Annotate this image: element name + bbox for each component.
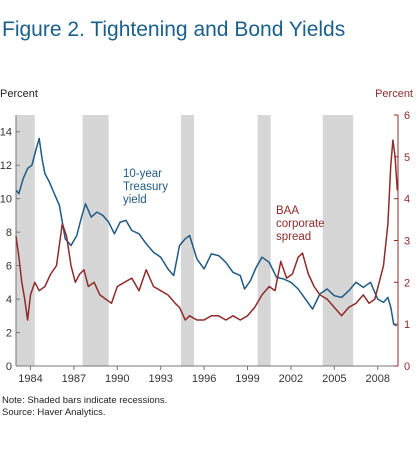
right-axis-title: Percent bbox=[375, 88, 413, 100]
left-tick-label: 6 bbox=[6, 261, 12, 273]
recession-bar bbox=[16, 115, 35, 366]
right-tick-label: 4 bbox=[404, 194, 410, 206]
right-tick-label: 0 bbox=[404, 361, 410, 373]
left-tick-label: 8 bbox=[6, 227, 12, 239]
treasury-annotation: yield bbox=[123, 194, 147, 206]
x-tick-label: 1990 bbox=[105, 373, 129, 385]
recession-bar bbox=[322, 115, 354, 366]
figure-title: Figure 2. Tightening and Bond Yields bbox=[2, 18, 346, 41]
right-tick-label: 6 bbox=[404, 110, 410, 122]
x-tick-label: 1987 bbox=[62, 373, 86, 385]
figure-source: Source: Haver Analytics. bbox=[2, 407, 106, 418]
x-tick-label: 2008 bbox=[366, 373, 390, 385]
recession-bar bbox=[82, 115, 109, 366]
left-tick-label: 2 bbox=[6, 328, 12, 340]
x-tick-label: 2005 bbox=[322, 373, 346, 385]
spread-annotation: BAA bbox=[276, 205, 299, 217]
spread-annotation: corporate bbox=[276, 218, 325, 230]
recession-bar bbox=[180, 115, 194, 366]
right-tick-label: 5 bbox=[404, 152, 410, 164]
right-tick-label: 2 bbox=[404, 277, 410, 289]
x-tick-label: 2002 bbox=[279, 373, 303, 385]
right-tick-label: 3 bbox=[404, 236, 410, 248]
left-tick-label: 12 bbox=[0, 160, 12, 172]
left-tick-label: 14 bbox=[0, 127, 12, 139]
treasury-annotation: Treasury bbox=[123, 181, 168, 193]
x-tick-label: 1999 bbox=[235, 373, 259, 385]
left-tick-label: 10 bbox=[0, 194, 12, 206]
x-tick-label: 1996 bbox=[192, 373, 216, 385]
left-axis-title: Percent bbox=[0, 88, 38, 100]
left-tick-label: 0 bbox=[6, 361, 12, 373]
treasury-annotation: 10-year bbox=[123, 168, 162, 180]
x-tick-label: 1984 bbox=[18, 373, 42, 385]
treasury-yield-line bbox=[15, 137, 397, 327]
recession-bar bbox=[257, 115, 271, 366]
baa-spread-line bbox=[15, 139, 399, 321]
figure-note: Note: Shaded bars indicate recessions. bbox=[2, 395, 168, 406]
x-tick-label: 1993 bbox=[148, 373, 172, 385]
right-tick-label: 1 bbox=[404, 319, 410, 331]
spread-annotation: spread bbox=[276, 231, 311, 243]
left-tick-label: 4 bbox=[6, 294, 12, 306]
